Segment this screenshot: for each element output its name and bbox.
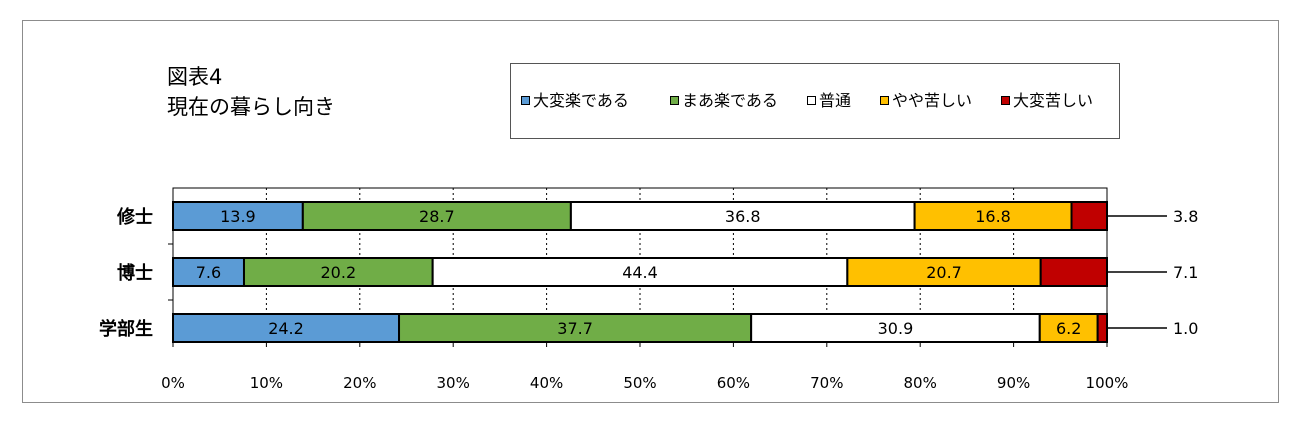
legend-swatch <box>670 96 679 105</box>
x-tick-label: 60% <box>717 374 750 392</box>
x-tick-label: 10% <box>250 374 283 392</box>
legend-item-daihen-raku: 大変楽である <box>521 91 629 111</box>
bar-segment <box>301 201 572 231</box>
legend-item-maa-raku: まあ楽である <box>670 91 778 111</box>
legend-item-daihen-kurushii: 大変苦しい <box>1001 91 1093 111</box>
legend-label: やや苦しい <box>892 91 973 110</box>
data-label: 7.6 <box>196 263 221 282</box>
data-label: 37.7 <box>557 319 593 338</box>
data-label: 3.8 <box>1173 207 1198 226</box>
bar-segment <box>846 257 1042 287</box>
legend-swatch <box>1001 96 1010 105</box>
x-tick-label: 100% <box>1086 374 1129 392</box>
bar-segment <box>1070 201 1109 231</box>
category-label: 修士 <box>116 206 153 228</box>
data-label: 13.9 <box>220 207 256 226</box>
bar-segment <box>172 257 245 287</box>
x-tick-label: 80% <box>904 374 937 392</box>
data-label: 20.2 <box>321 263 357 282</box>
legend-item-yaya-kurushii: やや苦しい <box>880 91 972 111</box>
bar-segment <box>1038 313 1099 343</box>
category-label: 学部生 <box>99 318 153 340</box>
chart-title-line1: 図表4 <box>167 65 223 89</box>
data-label: 36.8 <box>725 207 761 226</box>
x-tick-label: 30% <box>437 374 470 392</box>
x-tick-label: 50% <box>623 374 656 392</box>
data-label: 20.7 <box>926 263 962 282</box>
legend-label: まあ楽である <box>682 91 778 110</box>
data-label: 28.7 <box>419 207 455 226</box>
data-label: 44.4 <box>622 263 658 282</box>
chart-title-line2: 現在の暮らし向き <box>167 95 335 119</box>
legend-label: 大変楽である <box>533 91 629 110</box>
legend-label: 普通 <box>819 91 852 110</box>
legend-swatch <box>521 96 530 105</box>
legend-label: 大変苦しい <box>1013 91 1094 110</box>
x-tick-label: 70% <box>810 374 843 392</box>
chart-title: 図表4 現在の暮らし向き <box>167 62 335 122</box>
x-tick-label: 40% <box>530 374 563 392</box>
data-label: 6.2 <box>1056 319 1081 338</box>
bar-segment <box>431 257 849 287</box>
data-label: 1.0 <box>1173 319 1198 338</box>
category-label: 博士 <box>117 262 153 284</box>
x-tick-label: 20% <box>343 374 376 392</box>
bar-segment <box>172 201 304 231</box>
x-tick-label: 0% <box>161 374 185 392</box>
data-label: 30.9 <box>878 319 914 338</box>
x-tick-label: 90% <box>997 374 1030 392</box>
legend-swatch <box>880 96 889 105</box>
bar-segment <box>1096 313 1109 343</box>
data-label: 7.1 <box>1173 263 1198 282</box>
legend-swatch <box>807 96 816 105</box>
data-label: 16.8 <box>975 207 1011 226</box>
legend: 大変楽である まあ楽である 普通 やや苦しい 大変苦しい <box>510 63 1120 139</box>
legend-item-futsuu: 普通 <box>807 91 851 111</box>
data-label: 24.2 <box>268 319 304 338</box>
bar-segment <box>1039 257 1109 287</box>
